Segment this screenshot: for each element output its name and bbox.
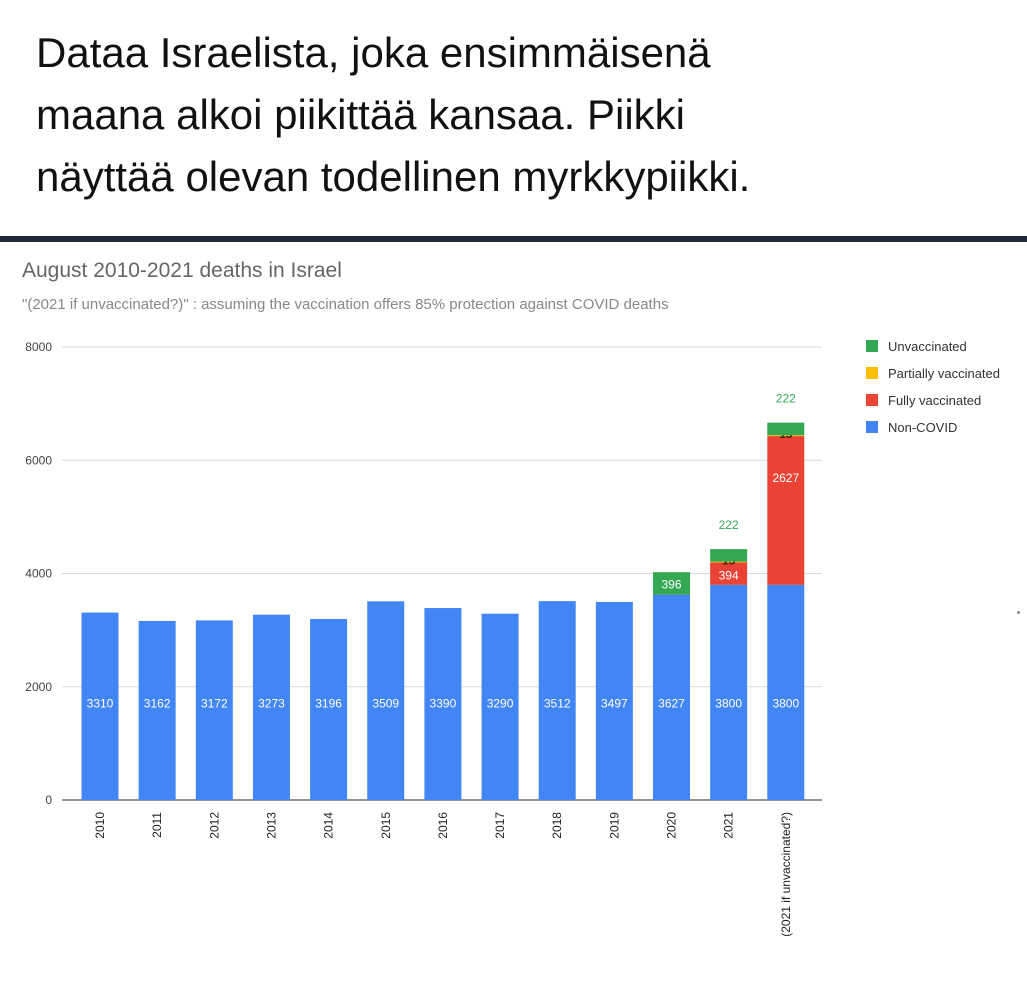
legend-label: Unvaccinated <box>888 339 967 354</box>
legend-swatch <box>866 367 878 379</box>
x-tick-label: 2010 <box>93 812 107 839</box>
x-tick-label: 2017 <box>493 812 507 839</box>
data-label: 222 <box>719 518 739 532</box>
x-tick-label: 2016 <box>436 812 450 839</box>
data-label: 3800 <box>772 697 799 711</box>
data-label: 3390 <box>430 697 457 711</box>
bar-segment <box>481 613 519 800</box>
x-tick-label: (2021 if unvaccinated?) <box>779 812 793 937</box>
bar-segment <box>710 562 748 585</box>
bar-segment <box>252 614 290 800</box>
legend-label: Partially vaccinated <box>888 366 1000 381</box>
data-label: 3509 <box>372 697 399 711</box>
bar-segment <box>767 584 805 800</box>
bar-segment <box>710 549 748 562</box>
x-tick-label: 2013 <box>264 812 278 839</box>
data-label: 3162 <box>144 697 171 711</box>
x-tick-label: 2020 <box>665 812 679 839</box>
caption-line-3: näyttää olevan todellinen myrkkypiikki. <box>36 153 751 200</box>
data-label: 3273 <box>258 697 285 711</box>
y-tick-label: 2000 <box>25 680 52 694</box>
data-label: 3512 <box>544 697 571 711</box>
chart-subtitle: "(2021 if unvaccinated?)" : assuming the… <box>22 296 669 313</box>
bar-segment <box>367 601 405 800</box>
caption-line-1: Dataa Israelista, joka ensimmäisenä <box>36 29 711 76</box>
data-label: 396 <box>661 577 681 591</box>
x-tick-label: 2015 <box>379 812 393 839</box>
data-label: 2627 <box>772 471 799 485</box>
y-tick-label: 4000 <box>25 567 52 581</box>
x-tick-label: 2019 <box>607 812 621 839</box>
y-tick-label: 8000 <box>25 340 52 354</box>
bar-segment <box>710 561 748 563</box>
bar-segment <box>195 620 233 800</box>
data-label: 3290 <box>487 697 514 711</box>
bar-segment <box>81 612 119 800</box>
legend-swatch <box>866 394 878 406</box>
bar-segment <box>767 435 805 437</box>
caption-line-2: maana alkoi piikittää kansaa. Piikki <box>36 91 685 138</box>
divider <box>0 236 1027 242</box>
x-tick-label: 2011 <box>150 812 164 838</box>
bar-segment <box>424 608 462 800</box>
legend-label: Non-COVID <box>888 420 957 435</box>
data-label: 222 <box>776 392 796 406</box>
bar-segment <box>767 436 805 585</box>
bar-segment <box>653 572 690 595</box>
data-label: 3310 <box>87 697 114 711</box>
y-tick-label: 6000 <box>25 453 52 467</box>
data-label: 3800 <box>715 697 742 711</box>
legend-swatch <box>866 340 878 352</box>
legend-swatch <box>866 421 878 433</box>
bar-segment <box>767 422 805 436</box>
post-caption: Dataa Israelista, joka ensimmäisenä maan… <box>36 22 996 208</box>
chart-title: August 2010-2021 deaths in Israel <box>22 259 342 282</box>
data-label: 3627 <box>658 697 685 711</box>
bar-segment <box>710 584 748 800</box>
legend-label: Fully vaccinated <box>888 393 981 408</box>
data-label: 394 <box>719 569 739 583</box>
data-label: 3172 <box>201 697 228 711</box>
bar-segment <box>310 619 348 800</box>
stacked-bar-chart: 0 2000 4000 6000 8000 3310 2010 3162 2011 3172 201… <box>25 339 1000 937</box>
data-label: 3196 <box>315 697 342 711</box>
data-label: 3497 <box>601 697 628 711</box>
decorative-dot <box>1017 611 1020 614</box>
bar-segment <box>653 594 690 800</box>
bar-segment <box>138 620 176 800</box>
bar-segment <box>595 601 633 800</box>
x-tick-label: 2018 <box>550 812 564 839</box>
x-tick-label: 2021 <box>722 812 736 839</box>
x-tick-label: 2014 <box>322 812 336 839</box>
y-tick-label: 0 <box>45 793 52 807</box>
x-tick-label: 2012 <box>207 812 221 839</box>
bar-segment <box>538 601 576 800</box>
